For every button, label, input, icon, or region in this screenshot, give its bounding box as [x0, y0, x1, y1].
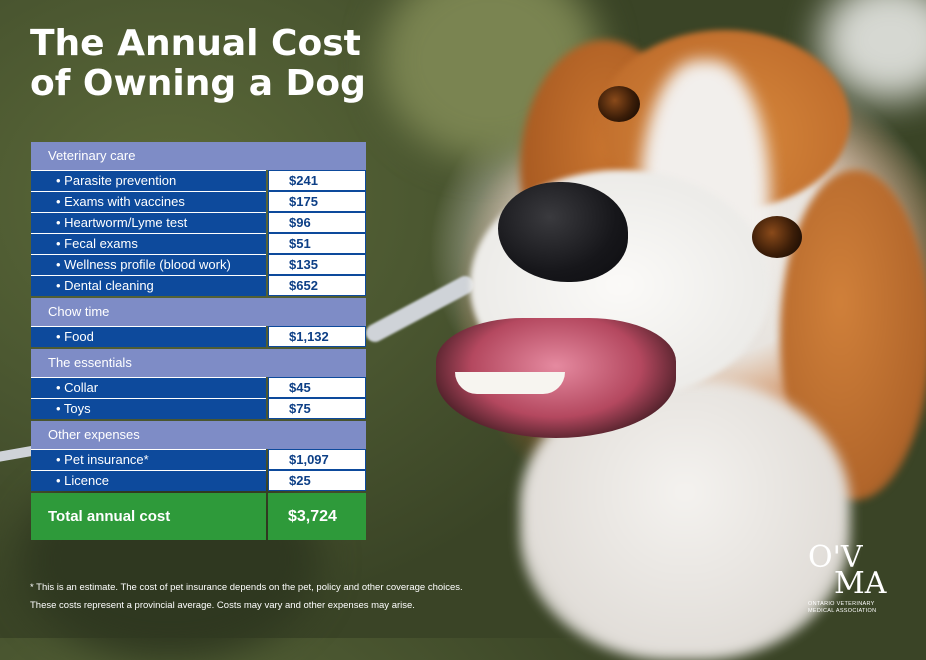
cost-row: • Parasite prevention $241 — [31, 170, 366, 191]
dog-eye — [752, 216, 802, 258]
title-line: The Annual Cost — [30, 23, 361, 64]
cost-label: • Fecal exams — [31, 233, 266, 254]
cost-row: • Pet insurance* $1,097 — [31, 449, 366, 470]
footnote: These costs represent a provincial avera… — [30, 600, 415, 611]
cost-label: • Food — [31, 326, 266, 347]
dog-nose — [498, 182, 628, 282]
cost-label: • Heartworm/Lyme test — [31, 212, 266, 233]
cost-label: • Licence — [31, 470, 266, 491]
cost-label: • Collar — [31, 377, 266, 398]
cost-value: $51 — [268, 233, 366, 254]
section-heading: The essentials — [31, 349, 366, 377]
section-heading: Other expenses — [31, 421, 366, 449]
section-heading: Chow time — [31, 298, 366, 326]
cost-value: $135 — [268, 254, 366, 275]
section-heading: Veterinary care — [31, 142, 366, 170]
dog-teeth — [455, 372, 565, 394]
cost-value: $1,097 — [268, 449, 366, 470]
title-line: of Owning a Dog — [30, 63, 366, 104]
cost-label: • Dental cleaning — [31, 275, 266, 296]
cost-label: • Exams with vaccines — [31, 191, 266, 212]
total-value: $3,724 — [268, 493, 366, 540]
cost-label: • Wellness profile (blood work) — [31, 254, 266, 275]
footnotes: * This is an estimate. The cost of pet i… — [30, 579, 463, 615]
cost-value: $45 — [268, 377, 366, 398]
total-label: Total annual cost — [31, 493, 266, 540]
logo-mark-bottom: MA — [834, 566, 887, 601]
cost-row: • Licence $25 — [31, 470, 366, 491]
cost-row: • Heartworm/Lyme test $96 — [31, 212, 366, 233]
cost-row: • Fecal exams $51 — [31, 233, 366, 254]
cost-value: $75 — [268, 398, 366, 419]
cost-row: • Dental cleaning $652 — [31, 275, 366, 296]
cost-label: • Toys — [31, 398, 266, 419]
cost-row: • Collar $45 — [31, 377, 366, 398]
cost-row: • Food $1,132 — [31, 326, 366, 347]
logo-mark-top: O'V — [808, 540, 863, 575]
ovma-logo: O'V MA ONTARIO VETERINARY MEDICAL ASSOCI… — [808, 543, 908, 615]
cost-value: $175 — [268, 191, 366, 212]
cost-value: $1,132 — [268, 326, 366, 347]
total-row: Total annual cost $3,724 — [31, 493, 366, 540]
logo-mark: O'V MA — [808, 543, 908, 599]
cost-row: • Wellness profile (blood work) $135 — [31, 254, 366, 275]
cost-value: $652 — [268, 275, 366, 296]
cost-label: • Pet insurance* — [31, 449, 266, 470]
page-title: The Annual Cost of Owning a Dog — [30, 24, 366, 104]
cost-row: • Toys $75 — [31, 398, 366, 419]
cost-value: $241 — [268, 170, 366, 191]
cost-value: $96 — [268, 212, 366, 233]
cost-row: • Exams with vaccines $175 — [31, 191, 366, 212]
cost-value: $25 — [268, 470, 366, 491]
footnote: * This is an estimate. The cost of pet i… — [30, 582, 463, 593]
cost-label: • Parasite prevention — [31, 170, 266, 191]
dog-eye — [598, 86, 640, 122]
logo-subtitle-line: ONTARIO VETERINARY — [808, 601, 875, 607]
logo-subtitle-line: MEDICAL ASSOCIATION — [808, 608, 877, 614]
logo-subtitle: ONTARIO VETERINARY MEDICAL ASSOCIATION — [808, 601, 908, 615]
cost-table: Veterinary care • Parasite prevention $24… — [31, 142, 366, 540]
